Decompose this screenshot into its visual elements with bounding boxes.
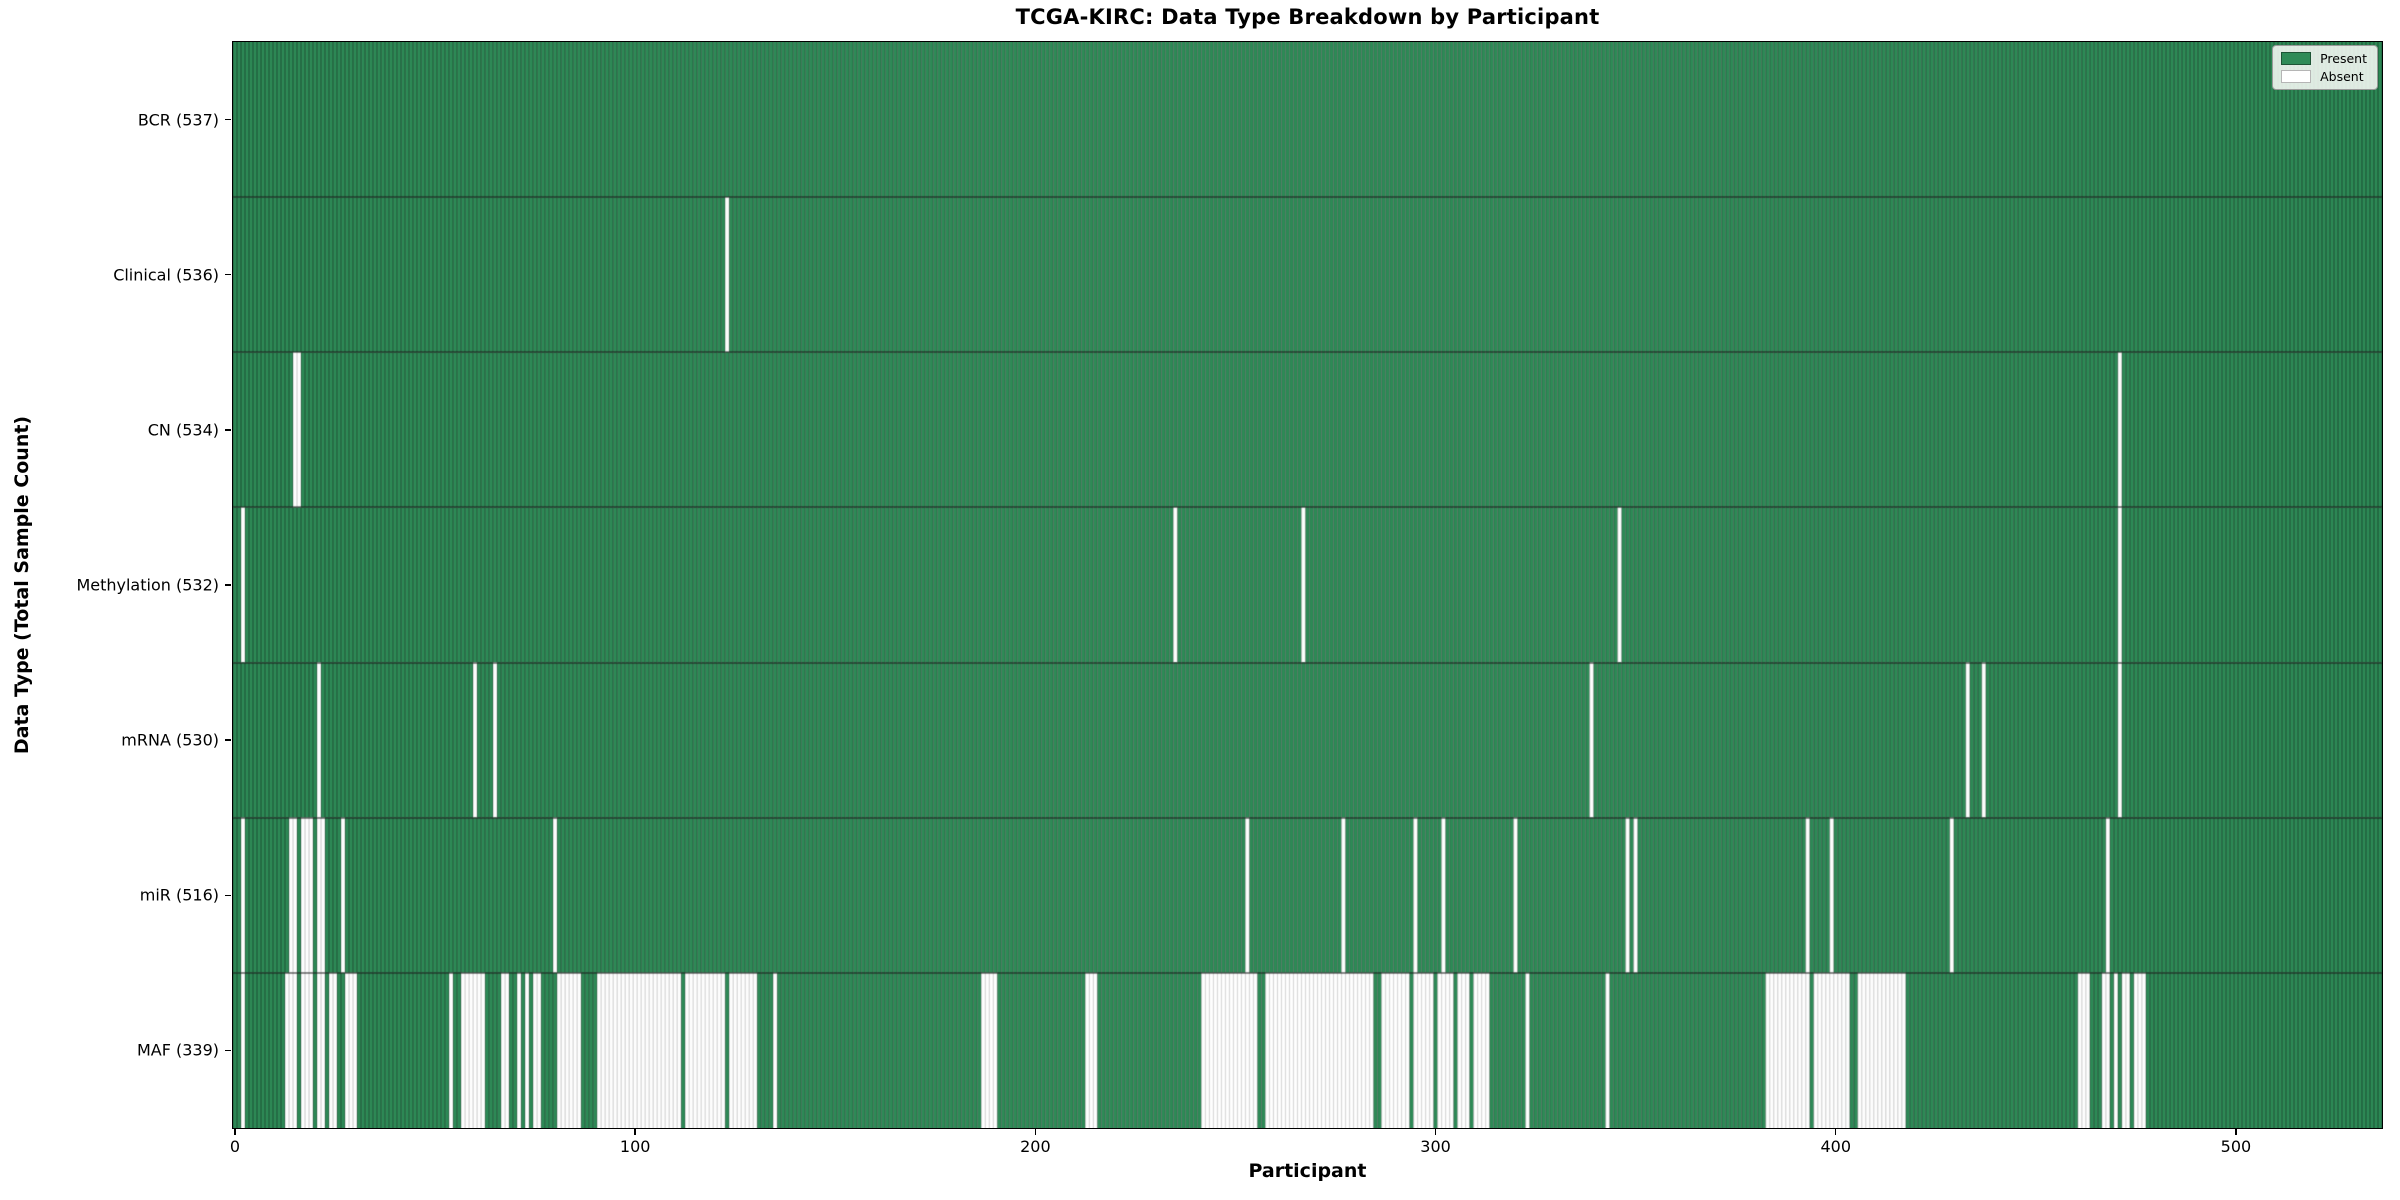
x-tick-mark	[2235, 1129, 2237, 1135]
x-axis-title: Participant	[1248, 1160, 1367, 1182]
chart-title: TCGA-KIRC: Data Type Breakdown by Partic…	[1015, 5, 1600, 29]
y-tick-label-mrna: mRNA (530)	[121, 730, 219, 750]
y-tick-mark	[225, 118, 231, 121]
legend-item-absent: Absent	[2281, 70, 2367, 83]
x-tick-mark	[1434, 1129, 1437, 1135]
y-tick-mark	[225, 429, 231, 431]
x-tick-mark	[234, 1129, 236, 1135]
x-tick-label-400: 400	[1820, 1137, 1851, 1156]
legend-absent-swatch	[2281, 70, 2312, 83]
x-tick-label-300: 300	[1420, 1137, 1451, 1156]
legend-item-present: Present	[2281, 52, 2367, 65]
plot-area: Present Absent	[232, 41, 2383, 1129]
y-tick-mark	[225, 1049, 231, 1052]
y-tick-mark	[225, 274, 231, 276]
legend-present-label: Present	[2320, 51, 2367, 66]
x-tick-label-100: 100	[619, 1137, 651, 1156]
y-tick-mark	[225, 739, 231, 741]
legend: Present Absent	[2272, 45, 2378, 90]
y-tick-label-maf: MAF (339)	[136, 1040, 219, 1060]
y-tick-label-mir: miR (516)	[139, 885, 219, 905]
legend-present-swatch	[2281, 52, 2312, 65]
x-tick-label-500: 500	[2220, 1137, 2252, 1156]
x-tick-mark	[1835, 1129, 1837, 1135]
legend-absent-label: Absent	[2320, 69, 2364, 84]
x-tick-mark	[1034, 1129, 1037, 1135]
x-tick-mark	[634, 1129, 636, 1135]
y-tick-mark	[225, 584, 231, 586]
y-tick-label-methylation: Methylation (532)	[76, 575, 219, 595]
y-tick-label-bcr: BCR (537)	[137, 110, 219, 130]
y-tick-label-cn: CN (534)	[147, 420, 219, 440]
y-tick-label-clinical: Clinical (536)	[113, 265, 219, 285]
presence-matrix	[233, 42, 2382, 1128]
x-tick-label-0: 0	[229, 1137, 241, 1156]
y-tick-mark	[225, 894, 231, 896]
x-tick-label-200: 200	[1020, 1137, 1051, 1156]
